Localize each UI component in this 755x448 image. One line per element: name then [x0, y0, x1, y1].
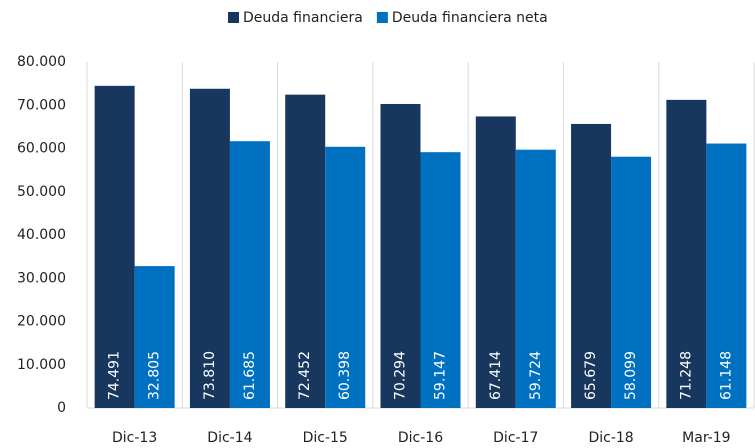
legend-label: Deuda financiera neta [392, 10, 548, 26]
x-tick-label: Mar-19 [682, 430, 730, 446]
value-label: 59.147 [433, 351, 449, 400]
y-tick-label: 80.000 [17, 54, 66, 70]
bar [515, 149, 556, 408]
bar [706, 143, 747, 408]
legend-label: Deuda financiera [243, 10, 363, 26]
legend-swatch [376, 12, 388, 23]
value-label: 32.805 [147, 351, 163, 400]
value-label: 61.685 [242, 351, 258, 400]
y-tick-label: 20.000 [17, 314, 66, 330]
bar [475, 116, 516, 408]
bar [134, 266, 175, 408]
x-tick-label: Dic-16 [398, 430, 443, 446]
value-label: 58.099 [623, 351, 639, 400]
bar [94, 85, 135, 409]
y-tick-label: 10.000 [17, 357, 66, 373]
bar [285, 94, 326, 408]
y-tick-label: 70.000 [17, 97, 66, 113]
x-tick-label: Dic-14 [207, 430, 252, 446]
bar [380, 103, 421, 408]
value-label: 70.294 [393, 351, 409, 400]
y-tick-label: 50.000 [17, 184, 66, 200]
bar [420, 152, 461, 408]
x-tick-label: Dic-15 [303, 430, 348, 446]
bar [666, 99, 707, 408]
bar [189, 88, 230, 408]
value-label: 67.414 [488, 351, 504, 400]
x-tick-label: Dic-17 [493, 430, 538, 446]
value-label: 60.398 [337, 351, 353, 400]
value-label: 61.148 [718, 351, 734, 400]
x-tick-label: Dic-13 [112, 430, 157, 446]
bar [325, 146, 366, 408]
bar [611, 156, 652, 408]
bar [571, 123, 612, 408]
value-label: 74.491 [107, 351, 123, 400]
legend-swatch [228, 12, 239, 23]
value-label: 65.679 [583, 351, 599, 400]
y-tick-label: 0 [57, 400, 66, 416]
bar [229, 141, 270, 408]
value-label: 73.810 [202, 351, 218, 400]
y-tick-label: 30.000 [17, 270, 66, 286]
value-label: 71.248 [678, 351, 694, 400]
x-tick-label: Dic-18 [588, 430, 633, 446]
value-label: 59.724 [528, 351, 544, 400]
value-label: 72.452 [297, 351, 313, 400]
y-tick-label: 60.000 [17, 141, 66, 157]
y-tick-label: 40.000 [17, 227, 66, 243]
